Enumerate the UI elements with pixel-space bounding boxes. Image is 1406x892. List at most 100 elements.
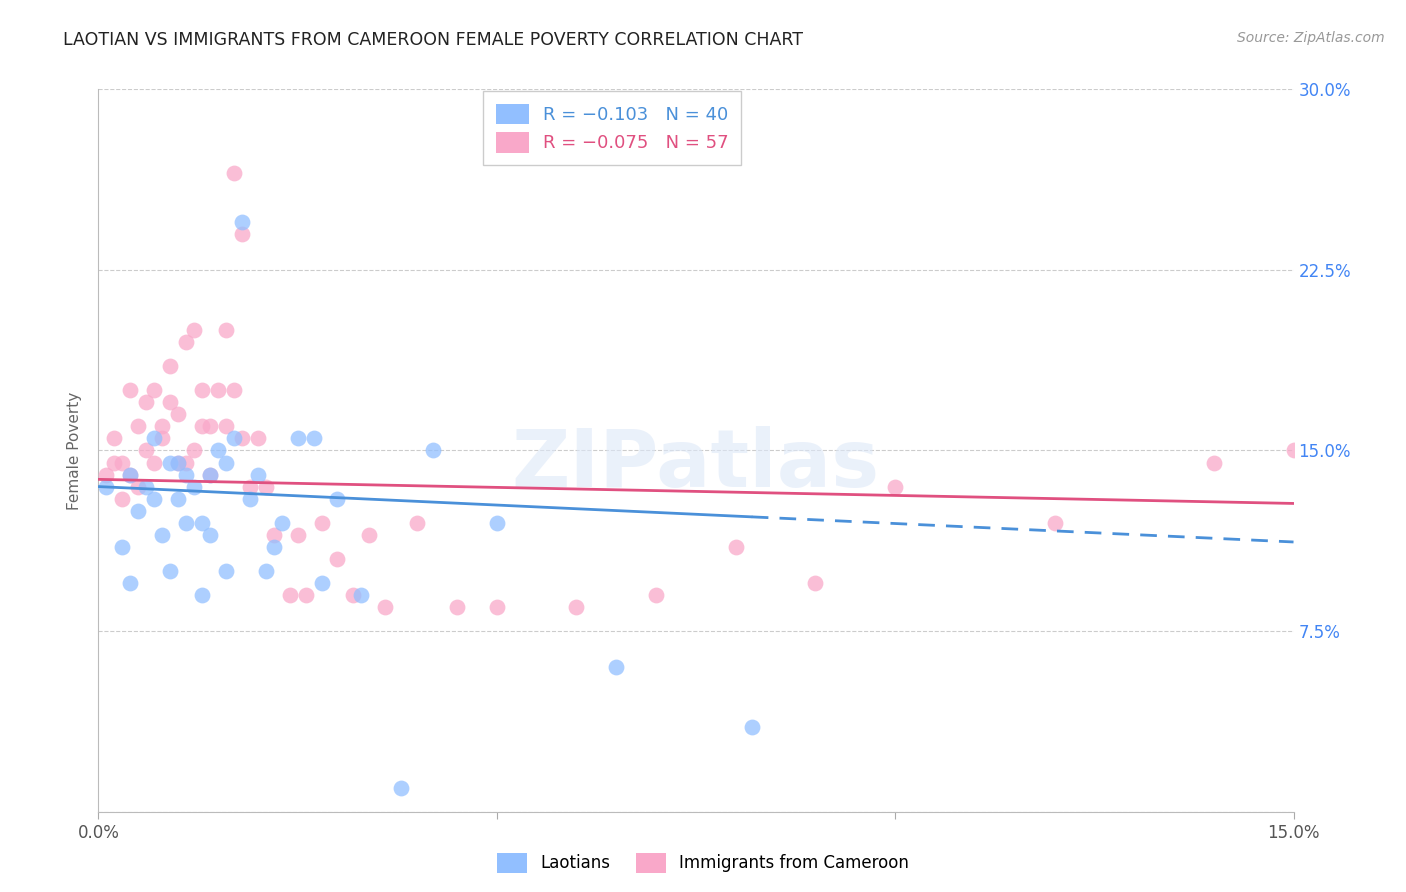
Point [246,431,269,445]
Point [605,660,627,674]
Point [1043,516,1066,530]
Point [143,455,166,469]
Point [302,431,325,445]
Point [207,443,229,458]
Point [120,467,142,482]
Point [326,551,349,566]
Point [135,395,157,409]
Point [254,564,277,578]
Point [174,334,197,349]
Point [215,419,238,434]
Point [311,576,333,591]
Point [222,166,245,180]
Point [174,467,197,482]
Point [159,395,181,409]
Point [884,480,907,494]
Point [96,480,118,494]
Text: Source: ZipAtlas.com: Source: ZipAtlas.com [1237,31,1385,45]
Point [103,431,125,445]
Point [565,599,588,614]
Point [120,467,142,482]
Point [167,491,190,506]
Point [191,419,214,434]
Point [150,527,173,541]
Point [263,527,285,541]
Point [645,588,668,602]
Point [183,323,205,337]
Point [294,588,316,602]
Point [150,431,173,445]
Point [111,455,134,469]
Point [231,431,253,445]
Point [246,467,269,482]
Point [135,480,157,494]
Point [143,384,166,398]
Text: ZIPatlas: ZIPatlas [512,425,880,504]
Point [167,407,190,421]
Point [103,455,125,469]
Point [804,576,827,591]
Point [389,780,412,795]
Point [485,516,508,530]
Point [1202,455,1225,469]
Y-axis label: Female Poverty: Female Poverty [67,392,83,509]
Point [422,443,444,458]
Point [263,540,285,554]
Point [198,527,221,541]
Point [150,419,173,434]
Point [191,588,214,602]
Point [446,599,468,614]
Point [120,576,142,591]
Point [222,384,245,398]
Point [342,588,364,602]
Point [254,480,277,494]
Point [239,480,262,494]
Point [167,455,190,469]
Point [215,564,238,578]
Point [270,516,292,530]
Point [159,359,181,373]
Point [174,516,197,530]
Point [111,540,134,554]
Point [127,419,149,434]
Point [191,516,214,530]
Text: LAOTIAN VS IMMIGRANTS FROM CAMEROON FEMALE POVERTY CORRELATION CHART: LAOTIAN VS IMMIGRANTS FROM CAMEROON FEMA… [63,31,803,49]
Point [231,214,253,228]
Point [159,455,181,469]
Point [159,564,181,578]
Point [127,480,149,494]
Point [183,443,205,458]
Point [287,527,309,541]
Legend: Laotians, Immigrants from Cameroon: Laotians, Immigrants from Cameroon [491,847,915,880]
Point [350,588,373,602]
Point [239,491,262,506]
Point [231,227,253,241]
Point [96,467,118,482]
Point [143,491,166,506]
Point [198,467,221,482]
Point [127,503,149,517]
Point [111,491,134,506]
Point [167,455,190,469]
Point [198,419,221,434]
Point [215,323,238,337]
Point [207,384,229,398]
Point [183,480,205,494]
Point [724,540,747,554]
Point [174,455,197,469]
Point [215,455,238,469]
Point [359,527,381,541]
Point [1282,443,1305,458]
Point [406,516,429,530]
Point [120,384,142,398]
Point [198,467,221,482]
Point [287,431,309,445]
Point [374,599,396,614]
Point [222,431,245,445]
Point [741,721,763,735]
Point [326,491,349,506]
Point [311,516,333,530]
Point [485,599,508,614]
Point [191,384,214,398]
Point [143,431,166,445]
